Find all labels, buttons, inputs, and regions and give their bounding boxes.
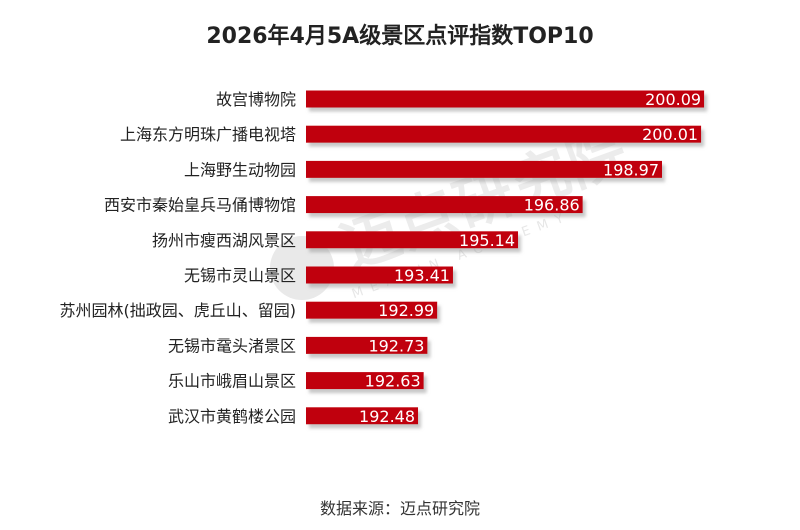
category-label-2: 上海野生动物园 [184,160,296,179]
bar-6 [306,301,438,319]
value-label-9: 192.48 [359,407,415,426]
category-label-8: 乐山市峨眉山景区 [168,372,296,391]
source-note: 数据来源：迈点研究院 [319,499,480,518]
category-label-9: 武汉市黄鹤楼公园 [168,407,296,426]
bar-4 [306,231,519,249]
bar-1 [306,125,702,143]
bar-3 [306,196,583,214]
bar-2 [306,160,663,178]
category-label-7: 无锡市鼋头渚景区 [168,336,296,355]
value-label-0: 200.09 [645,90,701,109]
value-label-6: 192.99 [378,301,434,320]
bar-9 [306,407,419,425]
bar-8 [306,372,424,390]
category-label-4: 扬州市瘦西湖风景区 [152,231,296,250]
chart-title: 2026年4月5A级景区点评指数TOP10 [206,24,594,49]
bar-0 [306,90,705,108]
labels-layer: 故宫博物院 200.09 上海东方明珠广播电视塔 200.01 上海野生动物园 198.9… [60,90,702,426]
value-label-1: 200.01 [642,125,698,144]
category-label-3: 西安市秦始皇兵马俑博物馆 [104,196,296,215]
category-label-5: 无锡市灵山景区 [184,266,296,285]
value-label-8: 192.63 [365,372,421,391]
bar-7 [306,336,428,354]
value-label-7: 192.73 [368,336,424,355]
category-label-6: 苏州园林(拙政园、虎丘山、留园) [60,301,297,320]
category-label-0: 故宫博物院 [216,90,296,109]
value-label-3: 196.86 [524,196,580,215]
bar-5 [306,266,453,284]
value-label-2: 198.97 [603,160,659,179]
value-label-5: 193.41 [394,266,450,285]
category-label-1: 上海东方明珠广播电视塔 [120,125,296,144]
value-label-4: 195.14 [459,231,515,250]
bars-layer [306,90,705,425]
